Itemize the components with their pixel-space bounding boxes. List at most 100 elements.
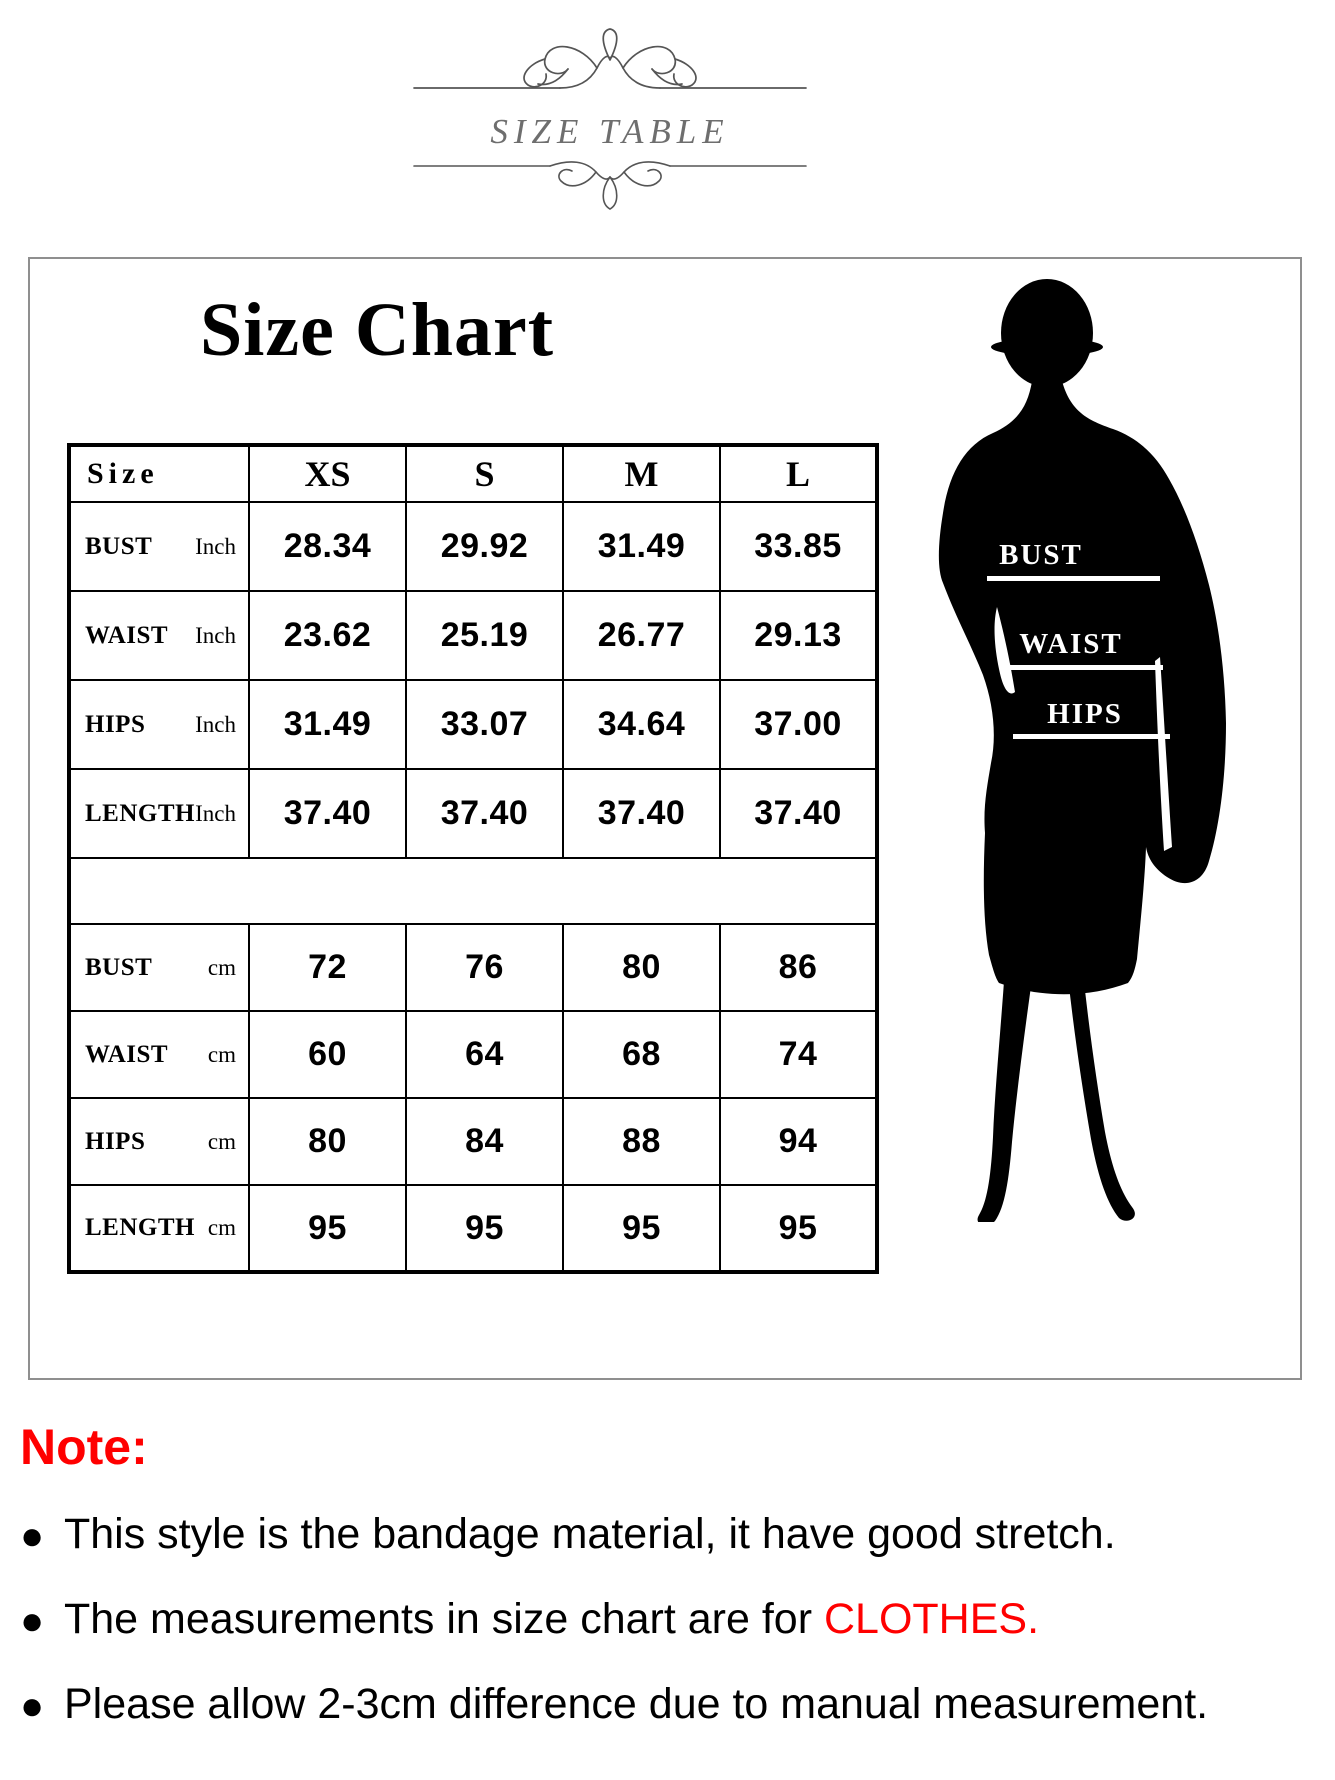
figure-silhouette: BUST WAIST HIPS [935,277,1245,1222]
row-unit: Inch [195,800,236,826]
size-table: Size XS S M L BUST Inch 28.34 29.92 31.49 33.85 WA… [67,443,879,1274]
value-cell: 68 [562,1010,721,1099]
value-cell: 31.49 [562,501,721,592]
bullet-dot-icon: ● [20,1514,45,1559]
woman-silhouette-icon [938,279,1226,1222]
value-cell: 33.07 [405,679,564,770]
bullet-dot-icon: ● [20,1684,45,1729]
value-cell: 34.64 [562,679,721,770]
spacer-row [67,857,879,925]
value-cell: 31.49 [248,679,407,770]
value-cell: 95 [719,1184,878,1273]
value-cell: 37.40 [248,768,407,859]
row-label: BUST [85,953,153,981]
row-label: WAIST [85,621,169,649]
flourish-bottom-icon [413,161,807,210]
row-label-cell: BUST cm [68,923,250,1012]
row-label-cell: LENGTH Inch [68,768,250,859]
row-label-cell: LENGTH cm [68,1184,250,1273]
row-label-flex: WAIST cm [85,1041,236,1069]
note-bullet: ● This style is the bandage material, it … [20,1510,1320,1559]
hips-underline-icon [1013,734,1170,739]
row-label-flex: BUST Inch [85,533,236,561]
header-cell: M [562,444,721,503]
value-cell: 60 [248,1010,407,1099]
row-label-cell: WAIST cm [68,1010,250,1099]
row-label-flex: HIPS cm [85,1128,236,1156]
size-table-head: Size XS S M L [68,444,878,503]
value-cell: 84 [405,1097,564,1186]
value-cell: 95 [405,1184,564,1273]
page-title: Size Chart [200,288,555,372]
figure-label-waist: WAIST [1019,628,1123,660]
row-label-flex: HIPS Inch [85,711,236,739]
value-cell: 33.85 [719,501,878,592]
figure-label-bust: BUST [999,539,1083,571]
row-unit: Inch [195,711,236,737]
value-cell: 26.77 [562,590,721,681]
flourish-top-icon [413,28,807,89]
table-row: LENGTH Inch 37.40 37.40 37.40 37.40 [68,768,878,859]
header-cell: L [719,444,878,503]
value-cell: 37.00 [719,679,878,770]
panel: Size Chart Size XS S M L BUST Inch 28.34 29.92 3… [28,257,1302,1380]
row-label: BUST [85,532,153,560]
note-heading: Note: [20,1419,148,1475]
row-label-flex: LENGTH Inch [85,800,236,828]
note-section: Note: ● This style is the bandage materia… [20,1418,1320,1765]
note-text-segment: Please allow 2-3cm difference due to man… [64,1680,1209,1729]
row-label: HIPS [85,710,146,738]
row-unit: Inch [195,622,236,648]
value-cell: 95 [562,1184,721,1273]
value-cell: 29.13 [719,590,878,681]
bust-underline-icon [987,576,1160,581]
value-cell: 37.40 [405,768,564,859]
value-cell: 94 [719,1097,878,1186]
note-text-segment: CLOTHES. [823,1595,1040,1644]
ornament-title: SIZE TABLE [490,112,730,151]
row-label: LENGTH [85,1214,195,1241]
ornament-header: SIZE TABLE [408,26,812,214]
table-row: WAIST cm 60 64 68 74 [68,1010,878,1099]
value-cell: 95 [248,1184,407,1273]
value-cell: 37.40 [562,768,721,859]
header-cell-size: Size [68,444,250,503]
table-row: HIPS cm 80 84 88 94 [68,1097,878,1186]
row-label-flex: WAIST Inch [85,622,236,650]
table-row: LENGTH cm 95 95 95 95 [68,1184,878,1273]
header-cell: XS [248,444,407,503]
value-cell: 72 [248,923,407,1012]
table-row: HIPS Inch 31.49 33.07 34.64 37.00 [68,679,878,770]
row-label-cell: WAIST Inch [68,590,250,681]
value-cell: 25.19 [405,590,564,681]
row-label: HIPS [85,1127,146,1155]
row-unit: cm [207,954,236,980]
row-label-cell: HIPS Inch [68,679,250,770]
size-table-body: BUST Inch 28.34 29.92 31.49 33.85 WAIST Inch 23.… [67,501,879,1273]
note-text-segment: The measurements in size chart are for [64,1595,824,1644]
table-row: BUST cm 72 76 80 86 [68,923,878,1012]
value-cell: 88 [562,1097,721,1186]
value-cell: 86 [719,923,878,1012]
row-label: WAIST [85,1040,169,1068]
bullet-dot-icon: ● [20,1599,45,1644]
row-label-cell: HIPS cm [68,1097,250,1186]
table-row: WAIST Inch 23.62 25.19 26.77 29.13 [68,590,878,681]
value-cell: 28.34 [248,501,407,592]
row-label-flex: BUST cm [85,954,236,982]
row-label-cell: BUST Inch [68,501,250,592]
row-unit: cm [207,1215,236,1240]
value-cell: 29.92 [405,501,564,592]
value-cell: 80 [562,923,721,1012]
row-unit: cm [207,1128,236,1154]
value-cell: 64 [405,1010,564,1099]
note-bullet: ● Please allow 2-3cm difference due to ma… [20,1680,1320,1729]
row-unit: Inch [195,533,236,559]
table-row: BUST Inch 28.34 29.92 31.49 33.85 [68,501,878,592]
note-bullet: ● The measurements in size chart are for … [20,1595,1320,1644]
row-unit: cm [207,1041,236,1067]
value-cell: 74 [719,1010,878,1099]
waist-underline-icon [1000,665,1163,670]
note-text-segment: This style is the bandage material, it h… [64,1510,1116,1558]
